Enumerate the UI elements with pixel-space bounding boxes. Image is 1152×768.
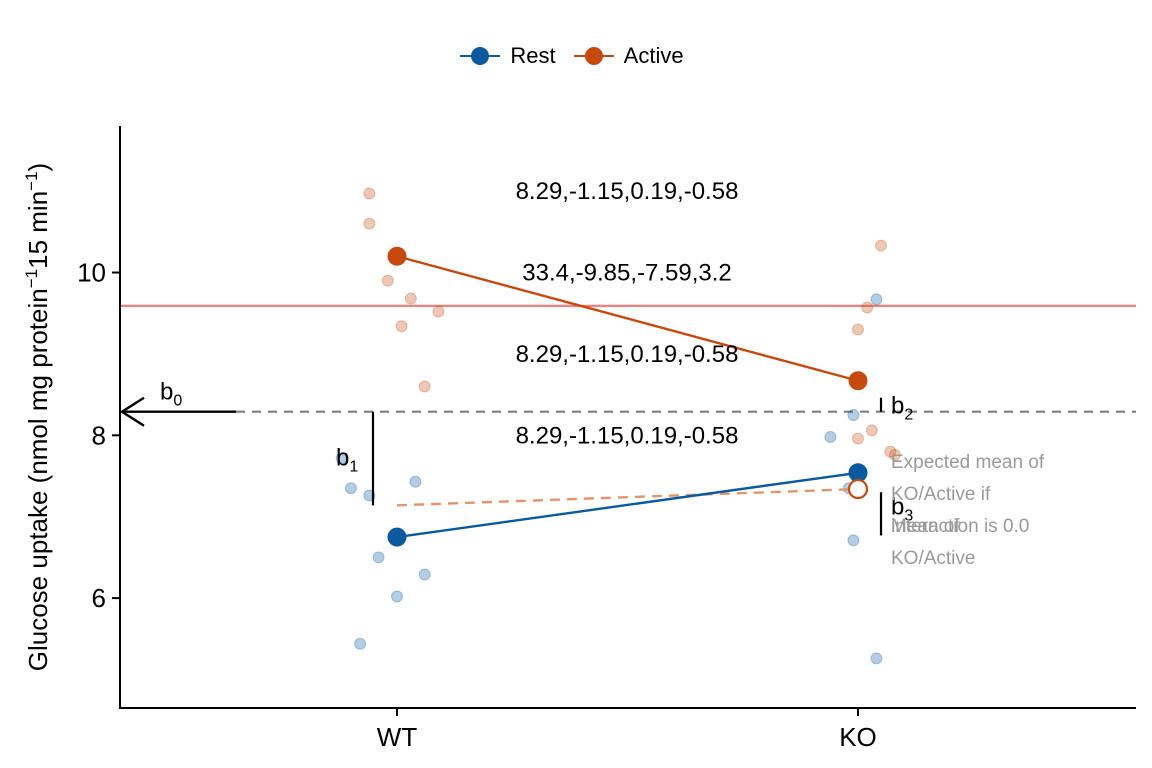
data-point-rest-1 bbox=[344, 482, 357, 495]
y-axis-title-sup2: −1 bbox=[22, 171, 42, 191]
data-point-rest-8 bbox=[870, 293, 883, 306]
mean-point-rest-wt bbox=[387, 527, 407, 547]
data-point-active-5 bbox=[395, 320, 408, 333]
x-tick-label-ko: KO bbox=[839, 722, 877, 752]
legend-label-active: Active bbox=[623, 43, 684, 68]
legend-item-active: Active bbox=[573, 38, 692, 74]
data-point-active-7 bbox=[875, 239, 888, 252]
note-mean-line-1: KO/Active bbox=[891, 548, 975, 569]
data-point-active-4 bbox=[432, 305, 445, 318]
y-axis-title: Glucose uptake (nmol mg protein−115 min−… bbox=[22, 163, 54, 671]
note-expected-line-2: interaction is 0.0 bbox=[891, 516, 1029, 537]
legend-key-rest bbox=[460, 38, 501, 74]
legend: Rest Active bbox=[0, 38, 1152, 74]
mean-point-active-wt bbox=[387, 246, 407, 266]
data-point-active-13 bbox=[888, 448, 901, 461]
y-tick-label-8: 8 bbox=[92, 420, 106, 450]
data-point-active-12 bbox=[884, 445, 897, 458]
data-point-active-0 bbox=[363, 187, 376, 200]
data-point-active-6 bbox=[418, 380, 431, 393]
legend-item-rest: Rest bbox=[460, 38, 563, 74]
y-axis-title-sup1: −1 bbox=[22, 268, 42, 289]
data-point-active-9 bbox=[852, 323, 864, 336]
data-point-active-11 bbox=[852, 432, 864, 445]
data-point-active-8 bbox=[861, 301, 874, 314]
coef-label-2: 8.29,-1.15,0.19,-0.58 bbox=[516, 341, 739, 368]
b0-arrow-head bbox=[119, 396, 145, 427]
data-point-rest-10 bbox=[824, 430, 837, 443]
data-point-active-3 bbox=[404, 292, 417, 305]
coef-label-3: 8.29,-1.15,0.19,-0.58 bbox=[516, 422, 739, 449]
data-point-active-1 bbox=[363, 217, 376, 230]
b3-label: b3 bbox=[891, 494, 913, 525]
legend-key-active bbox=[573, 38, 614, 74]
y-axis-title-end: ) bbox=[22, 162, 53, 172]
legend-label-rest: Rest bbox=[510, 43, 556, 68]
b1-label: b1 bbox=[336, 445, 358, 476]
mean-line-active bbox=[396, 255, 859, 382]
y-tick-label-10: 10 bbox=[77, 258, 106, 288]
mean-point-rest-ko bbox=[848, 463, 868, 483]
coef-label-0: 8.29,-1.15,0.19,-0.58 bbox=[516, 178, 739, 205]
data-point-rest-0 bbox=[335, 452, 348, 465]
data-point-rest-3 bbox=[372, 551, 385, 564]
b2-label: b2 bbox=[891, 393, 913, 424]
data-point-active-2 bbox=[381, 274, 394, 287]
note-expected-line-1: KO/Active if bbox=[891, 484, 991, 505]
x-tick-label-wt: WT bbox=[377, 722, 418, 752]
data-point-active-10 bbox=[865, 424, 878, 437]
data-point-rest-9 bbox=[847, 408, 860, 421]
data-point-rest-7 bbox=[354, 637, 367, 650]
data-point-rest-4 bbox=[409, 475, 422, 488]
expected-additive-line bbox=[396, 487, 859, 507]
note-mean-line-0: Mean of bbox=[891, 516, 960, 537]
coef-label-1: 33.4,-9.85,-7.59,3.2 bbox=[522, 260, 731, 287]
expected-mean-point bbox=[847, 478, 869, 500]
data-point-rest-12 bbox=[847, 534, 860, 547]
data-point-rest-6 bbox=[418, 568, 431, 581]
y-axis-title-mid: 15 min bbox=[22, 190, 53, 269]
data-point-rest-13 bbox=[870, 652, 883, 665]
mean-line-rest bbox=[396, 471, 859, 539]
b0-label: b0 bbox=[160, 379, 182, 410]
mean-point-active-ko bbox=[848, 371, 868, 391]
y-axis-title-part: Glucose uptake (nmol mg protein bbox=[22, 288, 53, 672]
note-expected-line-0: Expected mean of bbox=[891, 452, 1045, 473]
data-point-rest-5 bbox=[391, 590, 403, 603]
y-tick-label-6: 6 bbox=[92, 583, 106, 613]
